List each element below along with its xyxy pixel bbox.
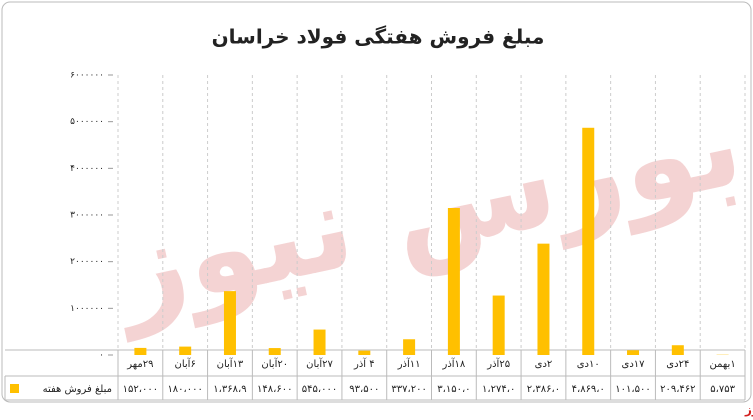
source-logo: بورس نیوز	[744, 403, 753, 418]
table-value: ۱۰۱،۵۰۰	[615, 384, 650, 395]
x-tick-label: ۱۷دی	[622, 359, 646, 370]
chart-title: مبلغ فروش هفتگی فولاد خراسان	[212, 25, 545, 49]
x-tick-label: ۶آبان	[175, 357, 196, 370]
legend-label: مبلغ فروش هفته	[43, 384, 112, 395]
chart-frame	[1, 1, 752, 403]
table-value: ۱،۳۶۸،۹	[213, 384, 246, 395]
y-tick-label: ۵۰۰۰۰۰۰	[70, 117, 104, 127]
bar	[358, 350, 371, 355]
x-tick-label: ۴ آذر	[353, 357, 375, 370]
legend-swatch	[10, 384, 19, 393]
table-value: ۹۳،۵۰۰	[349, 384, 379, 395]
bar	[671, 345, 684, 355]
x-tick-label: ۲۷آبان	[306, 357, 333, 370]
table-value: ۳،۱۵۰،۰	[437, 384, 470, 395]
table-value: ۳۳۷،۲۰۰	[391, 384, 426, 395]
y-tick-label: ۱۰۰۰۰۰۰	[70, 304, 104, 314]
bar	[537, 243, 550, 355]
y-tick-label: ۴۰۰۰۰۰۰	[70, 164, 104, 174]
bar	[582, 127, 595, 355]
table-value: ۵۴۵،۰۰۰	[302, 384, 337, 395]
table-value: ۱۵۲،۰۰۰	[123, 384, 158, 395]
table-value: ۵،۷۵۳	[710, 384, 735, 395]
table-value: ۲،۳۸۶،۰	[527, 384, 560, 395]
bar	[223, 291, 236, 355]
bar	[134, 347, 147, 355]
x-tick-label: ۱۳آبان	[217, 357, 244, 370]
x-tick-label: ۲۴دی	[666, 359, 689, 370]
bar	[492, 295, 505, 355]
x-tick-label: ۱۰دی	[577, 359, 600, 370]
bar	[403, 339, 416, 355]
y-tick-label: ۰	[99, 351, 104, 361]
x-tick-label: ۲۰آبان	[261, 357, 288, 370]
x-tick-label: ۱بهمن	[710, 359, 736, 370]
bar	[268, 348, 281, 355]
x-tick-label: ۲۹مهر	[126, 359, 153, 370]
table-value: ۱۴۸،۶۰۰	[257, 384, 292, 395]
x-tick-label: ۲۵آذر	[486, 357, 510, 370]
table-value: ۴،۸۶۹،۰	[572, 384, 605, 395]
x-tick-label: ۱۱آذر	[397, 357, 421, 370]
x-tick-label: ۲دی	[535, 359, 553, 370]
bar	[179, 346, 192, 355]
table-value: ۱۸۰،۰۰۰	[167, 384, 202, 395]
table-value: ۱،۲۷۴،۰	[482, 384, 515, 395]
y-tick-label: ۶۰۰۰۰۰۰	[70, 71, 104, 81]
bar	[313, 329, 326, 355]
bar	[627, 350, 640, 355]
bar	[447, 208, 460, 355]
table-value: ۲۰۹،۴۶۲	[660, 384, 695, 395]
y-tick-label: ۲۰۰۰۰۰۰	[70, 257, 104, 267]
y-tick-label: ۳۰۰۰۰۰۰	[70, 211, 104, 221]
x-tick-label: ۱۸آذر	[441, 357, 465, 370]
